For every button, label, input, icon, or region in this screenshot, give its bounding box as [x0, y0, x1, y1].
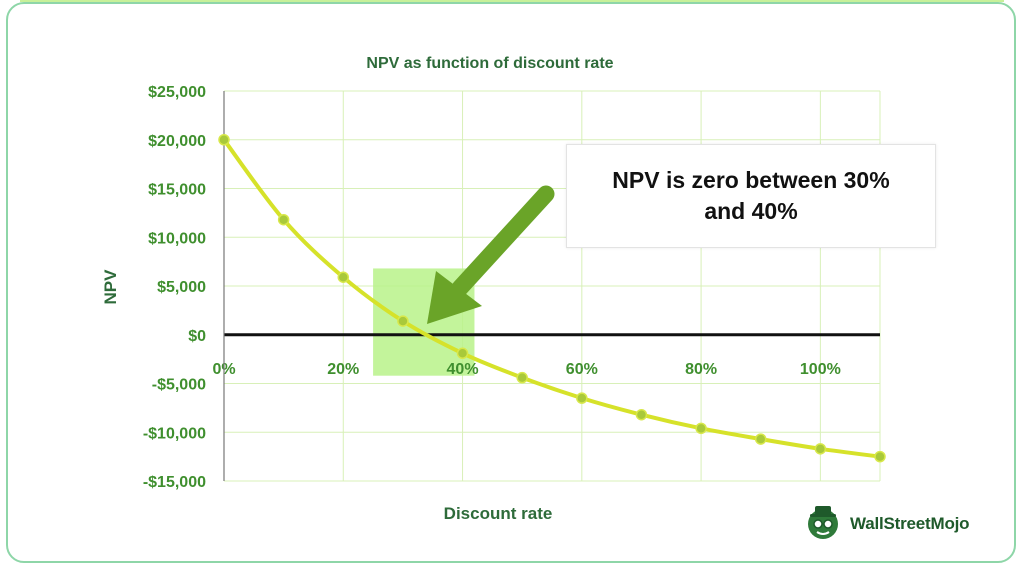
- y-tick-label-3: $10,000: [148, 230, 206, 247]
- data-point-0: [218, 134, 230, 146]
- data-point-7: [635, 408, 648, 421]
- brand-name: WallStreetMojo: [850, 514, 970, 533]
- y-tick-label-8: -$15,000: [143, 474, 206, 491]
- data-point-5: [516, 371, 528, 384]
- x-tick-label-4: 80%: [685, 361, 717, 378]
- mojo-mascot-icon: [808, 506, 838, 539]
- y-tick-label-1: $20,000: [148, 133, 206, 150]
- frame-accent: [20, 0, 1004, 14]
- y-tick-label-2: $15,000: [148, 182, 206, 199]
- x-tick-label-1: 20%: [327, 361, 359, 378]
- chart-title: NPV as function of discount rate: [366, 55, 613, 72]
- data-point-1: [277, 213, 290, 226]
- annotation-callout: NPV is zero between 30% and 40%: [566, 144, 936, 248]
- x-tick-labels: 0% 20% 40% 60% 80% 100%: [212, 361, 840, 378]
- y-tick-labels: $25,000 $20,000 $15,000 $10,000 $5,000 $0 -$5,…: [143, 84, 206, 491]
- x-tick-label-5: 100%: [800, 361, 841, 378]
- annotation-text: NPV is zero between 30% and 40%: [612, 167, 890, 224]
- data-point-2: [337, 271, 350, 283]
- x-tick-label-3: 60%: [566, 361, 598, 378]
- y-tick-label-6: -$5,000: [152, 377, 206, 394]
- data-point-11: [874, 450, 886, 463]
- data-markers: [218, 134, 886, 463]
- y-tick-label-0: $25,000: [148, 84, 206, 101]
- y-tick-label-7: -$10,000: [143, 425, 206, 442]
- data-point-3: [397, 315, 409, 327]
- x-axis-title: Discount rate: [444, 504, 553, 523]
- y-tick-label-4: $5,000: [157, 279, 206, 296]
- data-point-10: [814, 443, 827, 455]
- data-point-4: [456, 347, 469, 360]
- data-point-9: [754, 433, 767, 445]
- data-point-8: [695, 422, 707, 435]
- y-tick-label-5: $0: [188, 328, 206, 345]
- arrow-shaft: [451, 185, 555, 297]
- brand-logo: WallStreetMojo: [802, 504, 970, 544]
- data-point-6: [576, 392, 588, 404]
- annotation-arrow: [427, 185, 555, 324]
- x-tick-label-2: 40%: [447, 361, 479, 378]
- y-axis-title: NPV: [101, 269, 120, 305]
- image-frame: [6, 2, 1016, 563]
- arrow-head: [427, 271, 482, 324]
